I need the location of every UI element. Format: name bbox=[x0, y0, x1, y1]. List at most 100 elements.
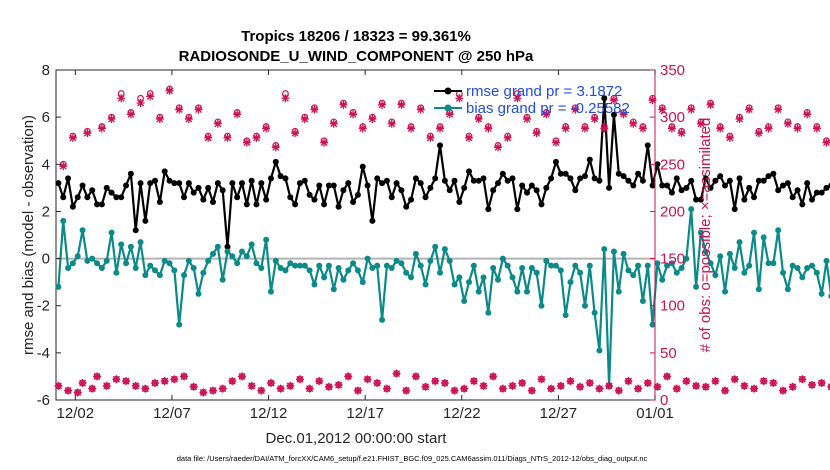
data-point-bias bbox=[630, 272, 637, 279]
obs-assimilated-point bbox=[257, 386, 266, 395]
data-point-bias bbox=[325, 262, 332, 269]
obs-assimilated-point bbox=[460, 384, 469, 393]
obs-assimilated-point bbox=[349, 110, 358, 119]
data-point-bias bbox=[79, 227, 86, 234]
data-point-rmse bbox=[185, 180, 192, 187]
data-point-bias bbox=[374, 262, 381, 269]
obs-assimilated-point bbox=[73, 388, 82, 397]
obs-assimilated-point bbox=[102, 381, 111, 390]
data-point-rmse bbox=[161, 168, 168, 175]
obs-assimilated-point bbox=[126, 110, 135, 119]
data-point-rmse bbox=[635, 170, 642, 177]
data-point-bias bbox=[470, 262, 477, 269]
data-point-bias bbox=[668, 260, 675, 267]
obs-assimilated-point bbox=[638, 124, 647, 133]
data-point-bias bbox=[731, 265, 738, 271]
data-point-rmse bbox=[461, 184, 468, 191]
data-point-bias bbox=[103, 257, 110, 264]
obs-assimilated-point bbox=[155, 115, 164, 124]
data-point-bias bbox=[649, 321, 656, 328]
obs-assimilated-point bbox=[165, 86, 174, 95]
obs-assimilated-point bbox=[189, 382, 198, 391]
data-point-bias bbox=[770, 260, 777, 267]
data-point-rmse bbox=[688, 177, 695, 184]
series-obs-assimilated bbox=[54, 86, 830, 397]
data-point-bias bbox=[340, 276, 347, 283]
obs-assimilated-point bbox=[663, 372, 672, 381]
obs-assimilated-point bbox=[566, 377, 575, 386]
data-point-rmse bbox=[364, 182, 371, 189]
data-point-bias bbox=[620, 250, 627, 257]
obs-assimilated-point bbox=[706, 100, 715, 109]
data-point-rmse bbox=[751, 194, 758, 201]
data-point-bias bbox=[581, 302, 588, 309]
data-point-bias bbox=[509, 274, 516, 281]
data-point-rmse bbox=[519, 182, 526, 189]
data-point-rmse bbox=[142, 217, 149, 224]
data-point-bias bbox=[678, 265, 685, 271]
data-point-bias bbox=[74, 253, 81, 260]
data-point-bias bbox=[321, 274, 328, 281]
data-point-bias bbox=[654, 260, 661, 267]
data-point-bias bbox=[311, 281, 318, 288]
obs-assimilated-point bbox=[431, 377, 440, 386]
obs-assimilated-point bbox=[687, 105, 696, 114]
obs-assimilated-point bbox=[793, 124, 802, 133]
data-point-rmse bbox=[615, 170, 622, 177]
y-right-tick-label: 250 bbox=[660, 156, 685, 173]
data-point-rmse bbox=[412, 175, 419, 182]
data-point-bias bbox=[717, 253, 724, 260]
data-point-rmse bbox=[533, 187, 540, 194]
obs-assimilated-point bbox=[324, 382, 333, 391]
obs-assimilated-point bbox=[479, 381, 488, 390]
obs-assimilated-point bbox=[725, 133, 734, 142]
data-point-rmse bbox=[548, 175, 555, 182]
data-point-rmse bbox=[214, 180, 221, 187]
data-point-bias bbox=[330, 286, 337, 293]
data-point-rmse bbox=[644, 142, 651, 149]
data-point-bias bbox=[113, 269, 120, 276]
data-point-rmse bbox=[538, 201, 545, 208]
data-point-bias bbox=[205, 257, 212, 264]
obs-assimilated-point bbox=[469, 377, 478, 386]
data-point-bias bbox=[412, 250, 419, 257]
data-point-rmse bbox=[586, 156, 593, 163]
data-point-bias bbox=[523, 288, 530, 295]
obs-assimilated-point bbox=[532, 129, 541, 138]
obs-assimilated-point bbox=[812, 124, 821, 133]
data-point-bias bbox=[238, 248, 245, 255]
data-point-rmse bbox=[350, 199, 357, 205]
obs-assimilated-point bbox=[542, 110, 551, 119]
data-point-rmse bbox=[625, 177, 632, 184]
data-point-bias bbox=[538, 302, 545, 309]
data-point-bias bbox=[504, 262, 511, 269]
data-point-rmse bbox=[610, 111, 617, 118]
data-point-bias bbox=[69, 260, 76, 267]
data-point-bias bbox=[610, 248, 617, 255]
data-point-rmse bbox=[630, 182, 637, 189]
data-point-bias bbox=[557, 267, 564, 274]
y-tick-label: 0 bbox=[42, 251, 50, 268]
obs-assimilated-point bbox=[247, 381, 256, 390]
obs-assimilated-point bbox=[576, 382, 585, 391]
data-point-bias bbox=[161, 257, 168, 264]
data-point-bias bbox=[422, 281, 429, 288]
obs-assimilated-point bbox=[291, 129, 300, 138]
data-point-rmse bbox=[311, 196, 318, 203]
data-point-rmse bbox=[813, 189, 820, 196]
obs-assimilated-point bbox=[141, 384, 150, 393]
obs-assimilated-point bbox=[503, 133, 512, 142]
data-point-bias bbox=[697, 229, 704, 236]
data-point-rmse bbox=[403, 203, 410, 210]
data-point-rmse bbox=[176, 180, 183, 187]
data-point-rmse bbox=[523, 189, 530, 196]
obs-assimilated-point bbox=[411, 372, 420, 381]
data-point-rmse bbox=[755, 177, 762, 184]
data-point-bias bbox=[272, 257, 279, 264]
data-point-bias bbox=[60, 217, 67, 224]
obs-assimilated-point bbox=[402, 386, 411, 395]
data-point-rmse bbox=[417, 180, 424, 187]
data-point-rmse bbox=[248, 177, 255, 184]
x-tick-label: 12/27 bbox=[540, 405, 578, 422]
